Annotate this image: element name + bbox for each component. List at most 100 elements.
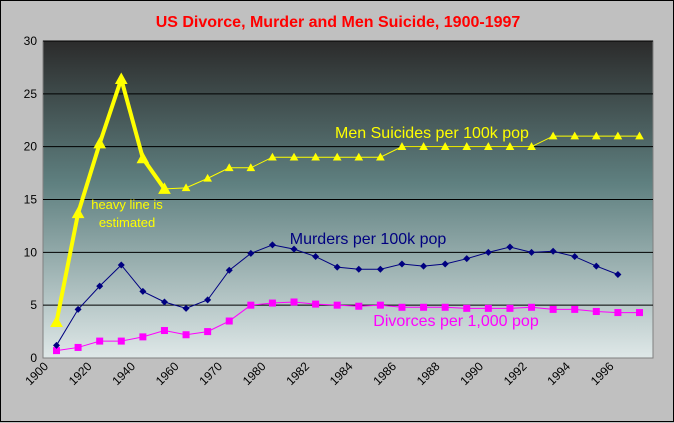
- divorce-point: [74, 343, 82, 351]
- x-tick-label: 1984: [327, 359, 356, 388]
- divorce-point: [506, 304, 514, 312]
- murder-point: [614, 271, 622, 279]
- suicide-point: [93, 136, 107, 149]
- y-tick-label: 15: [24, 193, 38, 207]
- y-tick-label: 5: [30, 298, 37, 312]
- estimate-note-line2: estimated: [99, 215, 155, 230]
- murder-point: [506, 243, 514, 251]
- murder-point: [182, 304, 190, 312]
- murder-point: [225, 266, 233, 274]
- y-tick-label: 0: [30, 351, 37, 365]
- suicide-point: [376, 152, 385, 161]
- suicide-point: [50, 315, 63, 327]
- suicide-point: [591, 131, 601, 140]
- divorce-point: [96, 337, 104, 345]
- divorce-series-label: Divorces per 1,000 pop: [373, 313, 539, 330]
- x-tick-label: 1982: [283, 359, 312, 388]
- x-tick-label: 1920: [66, 359, 95, 388]
- murder-point: [376, 265, 384, 273]
- suicide-point: [570, 131, 580, 140]
- divorce-point: [463, 304, 471, 312]
- suicide-point: [462, 142, 472, 150]
- divorce-point: [117, 337, 125, 345]
- divorce-point: [398, 303, 406, 311]
- suicide-series-label: Men Suicides per 100k pop: [335, 125, 529, 142]
- murder-point: [463, 255, 471, 263]
- suicide-point: [246, 163, 256, 172]
- y-tick-label: 30: [24, 34, 38, 48]
- murder-point: [290, 245, 298, 253]
- suicide-point: [332, 152, 342, 161]
- x-tick-label: 1992: [501, 359, 530, 388]
- divorce-point: [139, 333, 147, 341]
- y-axis-ticks: 0 5 10 15 20 25 30: [24, 34, 38, 365]
- y-tick-label: 20: [24, 140, 38, 154]
- divorce-point: [160, 327, 168, 335]
- divorce-point: [290, 298, 298, 306]
- suicide-series: [50, 72, 644, 327]
- murder-point: [528, 248, 536, 256]
- murder-point: [160, 298, 168, 306]
- suicide-point: [71, 206, 85, 219]
- divorce-point: [420, 303, 428, 311]
- suicide-point: [635, 131, 644, 140]
- divorce-point: [592, 308, 600, 316]
- murder-point: [268, 241, 276, 249]
- murder-point: [571, 253, 579, 261]
- divorce-series: [53, 298, 643, 355]
- suicide-point: [136, 151, 150, 164]
- divorce-point: [614, 309, 622, 317]
- x-tick-label: 1986: [370, 359, 399, 388]
- divorce-point: [268, 299, 276, 307]
- murder-series: [53, 241, 622, 349]
- suicide-point: [613, 131, 623, 140]
- suicide-point: [158, 182, 171, 194]
- divorce-point: [182, 331, 190, 339]
- murder-point: [333, 263, 341, 271]
- divorce-point: [528, 303, 536, 311]
- suicide-point: [289, 152, 299, 161]
- murder-point: [420, 262, 428, 270]
- suicide-estimated-line: [54, 77, 167, 323]
- murder-point: [247, 249, 255, 257]
- suicide-point: [268, 152, 277, 161]
- murder-point: [355, 265, 363, 273]
- murder-point: [484, 248, 492, 256]
- x-tick-label: 1988: [414, 359, 443, 388]
- murder-point: [592, 262, 600, 270]
- divorce-point: [441, 303, 449, 311]
- suicide-point: [354, 152, 364, 161]
- divorce-point: [247, 301, 255, 309]
- murder-point: [398, 260, 406, 268]
- suicide-point: [114, 72, 128, 84]
- murder-point: [441, 260, 449, 268]
- suicide-point: [311, 152, 320, 161]
- suicide-point: [397, 142, 407, 150]
- y-tick-label: 10: [24, 245, 38, 259]
- x-tick-label: 1900: [22, 359, 51, 388]
- suicide-point: [548, 131, 558, 140]
- suicide-point: [527, 142, 536, 150]
- murder-point: [96, 282, 104, 290]
- x-tick-label: 1940: [109, 359, 138, 388]
- x-axis-ticks: 1900 1920 1940 1960 1970 1980 1982 1984 1986 1988…: [22, 359, 617, 388]
- divorce-point: [571, 305, 579, 313]
- divorce-point: [484, 304, 492, 312]
- x-tick-label: 1990: [457, 359, 486, 388]
- y-tick-label: 25: [24, 87, 38, 101]
- suicide-point: [224, 163, 234, 172]
- divorce-point: [225, 317, 233, 325]
- murder-point: [139, 287, 147, 295]
- murder-point: [549, 247, 557, 255]
- divorce-point: [636, 309, 643, 317]
- divorce-point: [53, 347, 60, 355]
- divorce-point: [312, 300, 320, 308]
- murder-point: [312, 253, 320, 261]
- murder-series-label: Murders per 100k pop: [290, 231, 447, 248]
- divorce-point: [355, 302, 363, 310]
- suicide-point: [484, 142, 493, 150]
- series-group: [50, 72, 644, 355]
- murder-point: [53, 341, 60, 349]
